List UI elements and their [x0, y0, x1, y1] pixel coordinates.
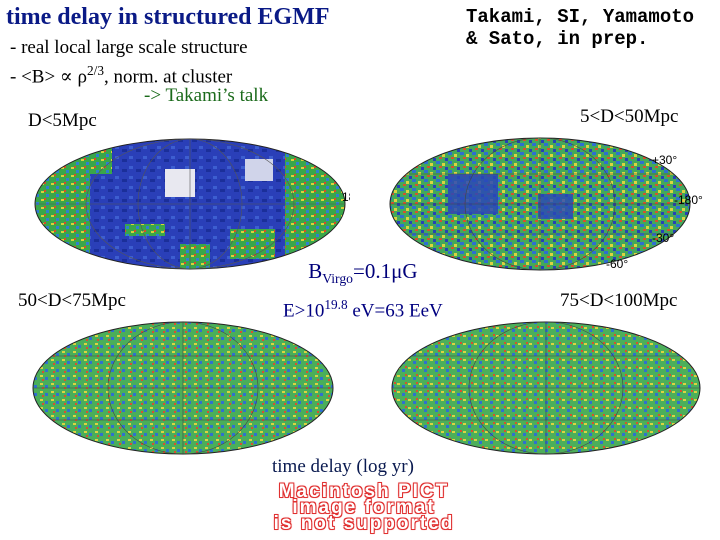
tick-p30: +30° — [652, 153, 677, 167]
authors-line-1: Takami, SI, Yamamoto — [466, 6, 695, 28]
bullet-field-scaling: - <B> ∝ ρ2/3, norm. at cluster — [10, 63, 233, 88]
slide-title: time delay in structured EGMF — [6, 4, 330, 30]
panel-label-top-right: 5<D<50Mpc — [580, 106, 679, 127]
pict-unsupported-placeholder: Macintosh PICT image format is not suppo… — [273, 481, 455, 534]
bvirgo-value: BVirgo=0.1μG — [308, 259, 418, 287]
authors: Takami, SI, Yamamoto & Sato, in prep. — [466, 6, 694, 50]
bullet-structure: - real local large scale structure — [10, 37, 248, 58]
talk-reference: -> Takami’s talk — [144, 85, 269, 106]
skymap-bottom-left — [32, 321, 334, 455]
bullet-list: - real local large scale structure - <B>… — [6, 36, 248, 88]
authors-line-2: & Sato, in prep. — [466, 28, 649, 50]
panel-label-top-left: D<5Mpc — [28, 110, 97, 131]
panel-label-bottom-right: 75<D<100Mpc — [560, 290, 678, 311]
tick-m30: -30° — [652, 231, 674, 245]
colorbar-label: time delay (log yr) — [272, 456, 414, 477]
tick-180-left: 180° — [342, 190, 350, 204]
tick-m180: -180° — [674, 193, 703, 207]
bullet-norm: norm. at cluster — [113, 66, 233, 88]
energy-threshold: E>1019.8 eV=63 EeV — [283, 297, 443, 322]
panel-label-bottom-left: 50<D<75Mpc — [18, 290, 126, 311]
skymap-top-right: +30° -180° -30° -60° — [389, 137, 703, 271]
bfield-annotation: BVirgo=0.1μG E>1019.8 eV=63 EeV — [283, 258, 443, 325]
skymap-bottom-right — [391, 321, 701, 455]
skymap-top-left: 180° — [34, 138, 350, 270]
tick-m60: -60° — [606, 257, 628, 271]
